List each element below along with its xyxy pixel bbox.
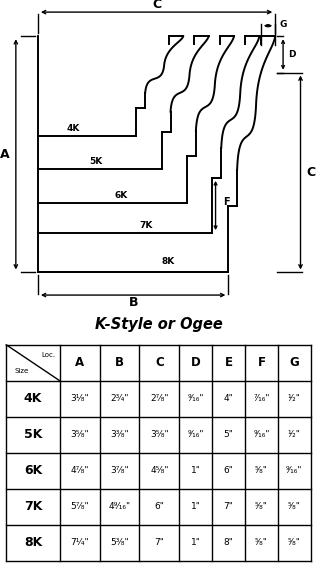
Text: 8K: 8K bbox=[162, 258, 175, 266]
Text: K-Style or Ogee: K-Style or Ogee bbox=[95, 317, 222, 332]
Text: 4⁵⁄₈": 4⁵⁄₈" bbox=[150, 467, 169, 475]
Text: 6K: 6K bbox=[24, 464, 42, 477]
Text: ⁹⁄₁₆": ⁹⁄₁₆" bbox=[253, 431, 270, 439]
Text: ⁵⁄₈": ⁵⁄₈" bbox=[255, 467, 268, 475]
Text: 5K: 5K bbox=[89, 158, 102, 166]
Text: 7K: 7K bbox=[139, 221, 153, 230]
Text: ⁵⁄₈": ⁵⁄₈" bbox=[255, 502, 268, 512]
Text: G: G bbox=[280, 20, 287, 29]
Text: 6": 6" bbox=[154, 502, 164, 512]
Text: 6": 6" bbox=[223, 467, 234, 475]
Text: ⁹⁄₁₆": ⁹⁄₁₆" bbox=[286, 467, 302, 475]
Text: A: A bbox=[75, 356, 84, 369]
Text: 3⁵⁄₈": 3⁵⁄₈" bbox=[70, 431, 89, 439]
Text: 7K: 7K bbox=[24, 500, 42, 513]
Text: 5": 5" bbox=[223, 431, 234, 439]
Text: 3³⁄₈": 3³⁄₈" bbox=[110, 431, 129, 439]
Text: C: C bbox=[152, 0, 161, 11]
Text: F: F bbox=[223, 198, 230, 207]
Text: 4K: 4K bbox=[24, 392, 42, 405]
Text: 7": 7" bbox=[223, 502, 234, 512]
Text: C: C bbox=[155, 356, 164, 369]
Text: 7": 7" bbox=[154, 538, 164, 548]
Text: A: A bbox=[0, 148, 10, 161]
Text: C: C bbox=[307, 166, 316, 179]
Text: ⁵⁄₈": ⁵⁄₈" bbox=[288, 538, 301, 548]
Text: 4⁷⁄₈": 4⁷⁄₈" bbox=[71, 467, 89, 475]
Text: ¹⁄₂": ¹⁄₂" bbox=[288, 431, 301, 439]
Text: 5K: 5K bbox=[24, 428, 42, 441]
Text: 5³⁄₈": 5³⁄₈" bbox=[110, 538, 129, 548]
Text: F: F bbox=[257, 356, 265, 369]
Text: ¹⁄₂": ¹⁄₂" bbox=[288, 395, 301, 403]
Text: Loc.: Loc. bbox=[41, 352, 55, 358]
Text: 3⁷⁄₈": 3⁷⁄₈" bbox=[110, 467, 129, 475]
Text: 4⁹⁄₁₆": 4⁹⁄₁₆" bbox=[108, 502, 131, 512]
Text: D: D bbox=[288, 50, 295, 59]
Text: 5⁷⁄₈": 5⁷⁄₈" bbox=[70, 502, 89, 512]
Text: G: G bbox=[289, 356, 299, 369]
Text: 3⁵⁄₈": 3⁵⁄₈" bbox=[150, 431, 169, 439]
Text: 6K: 6K bbox=[114, 191, 127, 200]
Text: ⁹⁄₁₆": ⁹⁄₁₆" bbox=[187, 431, 204, 439]
Text: ⁷⁄₁₆": ⁷⁄₁₆" bbox=[253, 395, 270, 403]
Text: D: D bbox=[191, 356, 201, 369]
Text: ⁵⁄₈": ⁵⁄₈" bbox=[255, 538, 268, 548]
Text: B: B bbox=[128, 296, 138, 309]
Text: Size: Size bbox=[14, 368, 29, 374]
Text: 1": 1" bbox=[191, 538, 201, 548]
Text: 1": 1" bbox=[191, 467, 201, 475]
Text: 4": 4" bbox=[224, 395, 233, 403]
Text: 7¹⁄₄": 7¹⁄₄" bbox=[70, 538, 89, 548]
Text: 3¹⁄₈": 3¹⁄₈" bbox=[70, 395, 89, 403]
Text: 8K: 8K bbox=[24, 536, 42, 549]
Text: 1": 1" bbox=[191, 502, 201, 512]
Text: 8": 8" bbox=[223, 538, 234, 548]
Text: E: E bbox=[224, 356, 233, 369]
Text: 4K: 4K bbox=[67, 124, 80, 133]
Text: ⁹⁄₁₆": ⁹⁄₁₆" bbox=[187, 395, 204, 403]
Text: 2⁷⁄₈": 2⁷⁄₈" bbox=[150, 395, 169, 403]
Text: ⁵⁄₈": ⁵⁄₈" bbox=[288, 502, 301, 512]
Text: 2³⁄₄": 2³⁄₄" bbox=[110, 395, 129, 403]
Text: B: B bbox=[115, 356, 124, 369]
